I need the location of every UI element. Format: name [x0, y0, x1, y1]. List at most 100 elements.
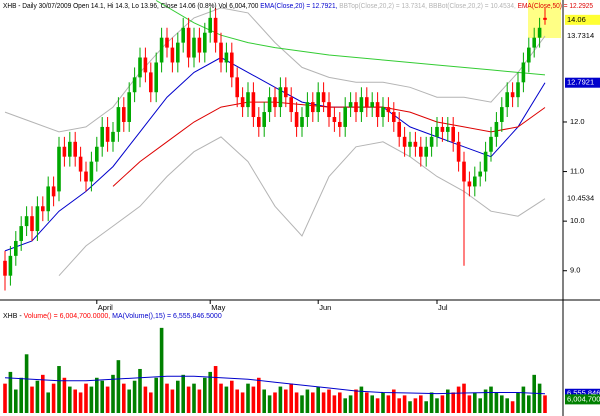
candle-body — [213, 17, 218, 43]
volume-bar — [132, 380, 137, 413]
volume-bar — [527, 395, 531, 413]
volume-bar — [327, 389, 331, 413]
volume-bar — [105, 386, 110, 413]
candle-body — [316, 92, 320, 113]
volume-bar — [284, 389, 288, 413]
candle-body — [84, 171, 88, 182]
candle-body — [402, 136, 407, 147]
volume-bar — [516, 392, 520, 413]
candle-body — [532, 37, 536, 48]
volume-bar — [143, 386, 148, 413]
candle-body — [338, 121, 342, 127]
candle-body — [46, 186, 50, 212]
volume-bar — [300, 395, 304, 413]
candle-body — [122, 107, 126, 122]
candle-body — [219, 42, 223, 63]
candle-body — [181, 27, 185, 43]
volume-bar — [122, 383, 126, 413]
candle-body — [3, 260, 7, 276]
candle-body — [246, 92, 250, 108]
volume-bar — [305, 389, 310, 413]
volume-title: XHB - — [3, 313, 22, 320]
candle-body — [235, 77, 239, 98]
x-tick-label: May — [211, 303, 225, 312]
volume-bar — [240, 392, 245, 413]
candle-body — [176, 42, 180, 63]
candle-body — [105, 126, 110, 142]
candle-body — [8, 255, 13, 276]
volume-bar — [41, 374, 45, 413]
candle-body — [440, 126, 445, 132]
volume-bar — [51, 383, 56, 413]
volume-bar — [68, 386, 72, 413]
volume-bar — [316, 386, 320, 413]
price-label-box — [565, 14, 600, 25]
volume-bar — [251, 386, 256, 413]
volume-bar — [500, 395, 504, 413]
candle-body — [381, 107, 385, 118]
volume-bar — [424, 401, 428, 413]
candle-body — [521, 62, 526, 83]
candle-body — [311, 102, 315, 113]
candle-body — [392, 112, 396, 122]
candle-body — [132, 77, 137, 93]
volume-bar — [224, 386, 229, 413]
candle-body — [51, 186, 56, 197]
candle-body — [419, 146, 423, 157]
labels: 9.0 10.0 11.0 12.0 April May Jun Jul XHB - Daily… — [3, 3, 593, 320]
volume-bar — [78, 392, 83, 413]
volume-bar — [451, 392, 455, 413]
candle-body — [62, 146, 67, 157]
volume-bar — [138, 368, 142, 413]
candle-body — [262, 112, 266, 127]
volume-bar — [219, 383, 223, 413]
indicator-line — [155, 0, 546, 76]
volume-bar — [483, 389, 488, 413]
volume-label: 6,004,700.0000 — [567, 394, 600, 403]
volume-bar — [332, 395, 337, 413]
volume-bar — [95, 377, 99, 413]
candle-body — [321, 92, 326, 103]
price-label-box — [565, 31, 600, 42]
y-tick-label: 9.0 — [570, 266, 580, 275]
candle-body — [95, 146, 99, 162]
candle-body — [116, 107, 121, 132]
volume-bar — [278, 386, 283, 413]
volume-bar — [510, 401, 515, 413]
x-tick-label: Jul — [438, 303, 448, 312]
volume-bar — [370, 395, 374, 413]
volume-panel — [3, 327, 547, 413]
candle-body — [41, 206, 45, 212]
candle-body — [343, 107, 347, 127]
volume-bar — [154, 377, 158, 413]
price-label-box — [565, 77, 600, 88]
volume-bar — [30, 386, 34, 413]
volume-bar — [359, 386, 364, 413]
legend-entry: BBBot(Close,20,2) = 10.4534, — [429, 3, 516, 10]
volume-bar — [62, 377, 67, 413]
candle-body — [505, 92, 509, 108]
candle-body — [127, 92, 131, 122]
volume-bar — [537, 383, 542, 413]
candle-body — [397, 121, 401, 137]
volume-bar — [235, 389, 239, 413]
volume-bar — [100, 380, 104, 413]
volume-bar — [192, 383, 196, 413]
candle-body — [510, 92, 515, 98]
volume-bar — [392, 389, 396, 413]
volume-bar — [246, 383, 250, 413]
candle-body — [170, 47, 175, 63]
volume-bar — [294, 392, 299, 413]
candle-body — [203, 32, 207, 53]
chart-title: XHB - Daily 30/07/2009 Open 14.1, Hi 14.… — [3, 3, 258, 10]
indicator-line — [58, 136, 546, 277]
candle-body — [165, 37, 169, 48]
volume-bar — [429, 392, 434, 413]
candle-body — [197, 37, 202, 53]
price-panel — [3, 0, 547, 291]
volume-bar — [408, 401, 412, 413]
volume-bar — [381, 392, 385, 413]
price-label-box — [565, 193, 600, 204]
y-tick-label: 12.0 — [570, 117, 585, 126]
